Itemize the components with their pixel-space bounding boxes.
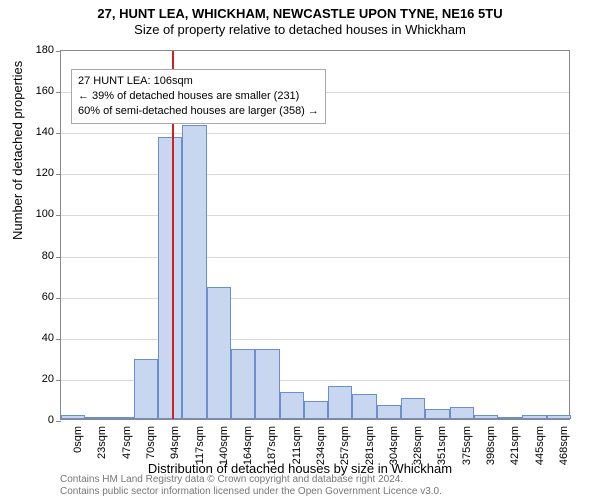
xtick-label: 47sqm bbox=[121, 426, 133, 459]
ytick-mark bbox=[56, 380, 61, 381]
ytick-mark bbox=[56, 51, 61, 52]
xtick-label: 257sqm bbox=[339, 426, 351, 465]
histogram-bar bbox=[304, 401, 328, 420]
histogram-bar bbox=[328, 386, 352, 419]
plot-region: 27 HUNT LEA: 106sqm← 39% of detached hou… bbox=[60, 50, 570, 420]
xtick-label: 23sqm bbox=[96, 426, 108, 459]
histogram-bar bbox=[547, 415, 571, 419]
xtick-label: 164sqm bbox=[242, 426, 254, 465]
histogram-bar bbox=[498, 417, 522, 419]
xtick-label: 304sqm bbox=[388, 426, 400, 465]
y-axis-label: Number of detached properties bbox=[10, 61, 25, 240]
xtick-label: 187sqm bbox=[266, 426, 278, 465]
xtick-label: 375sqm bbox=[461, 426, 473, 465]
ytick-mark bbox=[56, 215, 61, 216]
histogram-bar bbox=[61, 415, 85, 419]
ytick-mark bbox=[56, 421, 61, 422]
xtick-label: 70sqm bbox=[145, 426, 157, 459]
annotation-line: 27 HUNT LEA: 106sqm bbox=[78, 74, 319, 89]
histogram-bar bbox=[207, 287, 231, 419]
chart-main-title: 27, HUNT LEA, WHICKHAM, NEWCASTLE UPON T… bbox=[0, 6, 600, 21]
ytick-label: 20 bbox=[42, 373, 54, 385]
histogram-bar bbox=[280, 392, 304, 419]
histogram-bar bbox=[401, 398, 425, 419]
xtick-label: 117sqm bbox=[194, 426, 206, 464]
histogram-bar bbox=[158, 137, 182, 419]
gridline bbox=[61, 339, 569, 340]
ytick-label: 60 bbox=[42, 291, 54, 303]
histogram-bar bbox=[425, 409, 449, 419]
histogram-bar bbox=[255, 349, 279, 419]
xtick-label: 421sqm bbox=[509, 426, 521, 465]
histogram-bar bbox=[522, 415, 546, 419]
histogram-bar bbox=[110, 417, 134, 419]
ytick-mark bbox=[56, 133, 61, 134]
histogram-bar bbox=[450, 407, 474, 419]
gridline bbox=[61, 215, 569, 216]
chart-sub-title: Size of property relative to detached ho… bbox=[0, 22, 600, 37]
ytick-mark bbox=[56, 174, 61, 175]
ytick-label: 0 bbox=[48, 414, 54, 426]
ytick-mark bbox=[56, 92, 61, 93]
ytick-mark bbox=[56, 298, 61, 299]
xtick-label: 328sqm bbox=[412, 426, 424, 465]
gridline bbox=[61, 298, 569, 299]
histogram-bar bbox=[352, 394, 376, 419]
annotation-box: 27 HUNT LEA: 106sqm← 39% of detached hou… bbox=[71, 69, 326, 124]
xtick-label: 0sqm bbox=[72, 426, 84, 453]
histogram-bar bbox=[377, 405, 401, 419]
xtick-label: 468sqm bbox=[558, 426, 570, 465]
ytick-label: 40 bbox=[42, 332, 54, 344]
ytick-label: 180 bbox=[36, 44, 54, 56]
histogram-bar bbox=[85, 417, 109, 419]
xtick-label: 281sqm bbox=[364, 426, 376, 465]
xtick-label: 94sqm bbox=[169, 426, 181, 459]
xtick-label: 234sqm bbox=[315, 426, 327, 465]
ytick-label: 160 bbox=[36, 85, 54, 97]
gridline bbox=[61, 257, 569, 258]
footer-attribution: Contains HM Land Registry data © Crown c… bbox=[60, 474, 442, 498]
xtick-label: 351sqm bbox=[436, 426, 448, 465]
annotation-line: ← 39% of detached houses are smaller (23… bbox=[78, 89, 319, 104]
histogram-bar bbox=[134, 359, 158, 419]
xtick-label: 398sqm bbox=[485, 426, 497, 465]
ytick-label: 120 bbox=[36, 167, 54, 179]
ytick-label: 140 bbox=[36, 126, 54, 138]
histogram-bar bbox=[474, 415, 498, 419]
gridline bbox=[61, 174, 569, 175]
ytick-label: 80 bbox=[42, 250, 54, 262]
ytick-label: 100 bbox=[36, 208, 54, 220]
ytick-mark bbox=[56, 339, 61, 340]
footer-line-1: Contains HM Land Registry data © Crown c… bbox=[60, 474, 442, 486]
xtick-label: 140sqm bbox=[218, 426, 230, 465]
histogram-bar bbox=[182, 125, 206, 419]
histogram-bar bbox=[231, 349, 255, 419]
xtick-label: 445sqm bbox=[534, 426, 546, 465]
chart-area: 27 HUNT LEA: 106sqm← 39% of detached hou… bbox=[60, 50, 570, 420]
xtick-label: 211sqm bbox=[291, 426, 303, 464]
ytick-mark bbox=[56, 257, 61, 258]
footer-line-2: Contains public sector information licen… bbox=[60, 486, 442, 498]
annotation-line: 60% of semi-detached houses are larger (… bbox=[78, 104, 319, 119]
gridline bbox=[61, 133, 569, 134]
